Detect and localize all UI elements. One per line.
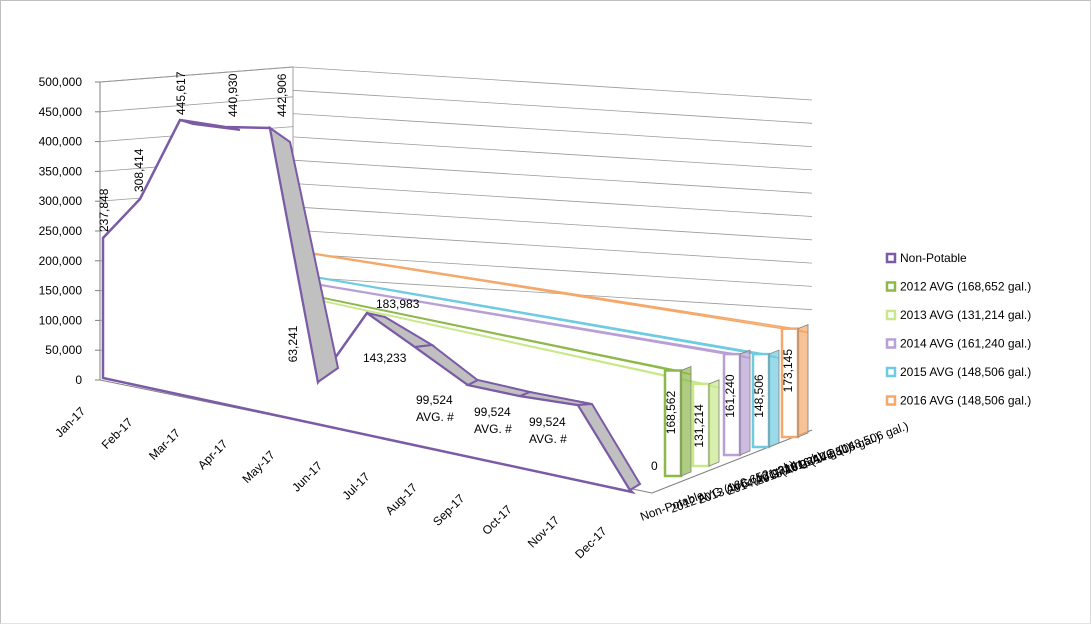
average-wall-side-2 [708, 379, 720, 467]
y-tick-label: 200,000 [39, 254, 83, 268]
x-tick-label: Jan-17 [52, 404, 88, 440]
x-tick-label: Nov-17 [525, 513, 562, 550]
data-label-1: 168,562 [664, 391, 678, 435]
y-tick-label: 450,000 [39, 105, 83, 119]
x-tick-label: Sep-17 [430, 491, 467, 528]
y-tick-label: 250,000 [39, 224, 83, 238]
y-tick-label: 50,000 [45, 343, 82, 357]
data-label-non-potable: 183,983 [376, 297, 420, 311]
x-tick-label: Oct-17 [479, 502, 515, 538]
legend-label: 2015 AVG (148,506 gal.) [900, 365, 1031, 379]
x-tick-label: Dec-17 [572, 524, 609, 561]
x-tick-label: May-17 [240, 448, 278, 486]
data-label-line: AVG. # [529, 432, 567, 446]
x-tick-label: Mar-17 [146, 426, 183, 463]
average-wall-side-4 [768, 349, 780, 448]
grid-side-line [99, 96, 294, 113]
data-label-non-potable: 99,524 AVG. # [416, 393, 454, 424]
data-label-non-potable: 440,930 [226, 73, 240, 117]
data-label-line: AVG. # [416, 410, 454, 424]
x-tick-label: Jun-17 [289, 458, 325, 494]
non-potable-bevel [268, 125, 340, 384]
y-tick-label: 500,000 [39, 75, 83, 89]
grid-back-line [292, 253, 813, 287]
x-tick-label: Jul-17 [340, 469, 373, 502]
data-label-4: 148,506 [752, 374, 766, 418]
data-label-5: 173,145 [781, 349, 795, 393]
data-label-non-potable: 237,848 [97, 188, 111, 232]
grid-back-line [292, 276, 813, 311]
data-label-non-potable: 0 [651, 459, 658, 473]
depth-axis-line [651, 429, 813, 494]
grid-side-line [99, 66, 294, 83]
grid-back-line [292, 183, 813, 217]
data-label-line: AVG. # [474, 422, 512, 436]
data-label-line: 99,524 [529, 415, 566, 429]
x-tick-label: Apr-17 [195, 437, 231, 473]
legend-swatch [885, 395, 897, 406]
data-label-3: 161,240 [723, 374, 737, 418]
y-tick-label: 350,000 [39, 164, 83, 178]
legend-label: 2012 AVG (168,652 gal.) [900, 280, 1031, 294]
x-tick-label: Aug-17 [383, 480, 420, 517]
legend-swatch [885, 338, 897, 349]
non-potable-bevel [576, 402, 642, 492]
average-wall-side-5 [797, 324, 809, 438]
grid-back-line [292, 159, 813, 194]
grid-back-line [292, 229, 813, 264]
legend-swatch [885, 252, 897, 264]
data-label-non-potable: 99,524 AVG. # [474, 405, 512, 436]
y-tick-label: 300,000 [39, 194, 83, 208]
legend-label: 2014 AVG (161,240 gal.) [900, 337, 1031, 351]
data-label-2: 131,214 [692, 404, 706, 448]
legend-label: Non-Potable [900, 251, 967, 265]
y-tick-label: 400,000 [39, 135, 83, 149]
grid-back-line [292, 206, 813, 241]
average-wall-side-3 [739, 349, 751, 456]
data-label-non-potable: 442,906 [275, 73, 289, 117]
y-tick-label: 100,000 [39, 313, 83, 327]
data-label-non-potable: 143,233 [363, 351, 407, 365]
data-label-non-potable: 99,524 AVG. # [529, 415, 567, 446]
grid-back-line [292, 89, 813, 124]
average-wall-side-1 [680, 365, 692, 477]
legend-label: 2016 AVG (148,506 gal.) [900, 394, 1031, 408]
y-tick-label: 150,000 [39, 284, 83, 298]
legend-swatch [885, 366, 897, 378]
y-tick-label: 0 [75, 373, 82, 387]
legend-label: 2013 AVG (131,214 gal.) [900, 308, 1031, 322]
legend-swatch [885, 281, 897, 292]
data-label-line: 99,524 [474, 405, 511, 419]
data-label-line: 99,524 [416, 393, 453, 407]
grid-back-line [292, 136, 813, 171]
data-label-non-potable: 63,241 [286, 325, 300, 362]
data-label-non-potable: 308,414 [132, 148, 146, 192]
grid-back-line [292, 113, 813, 147]
data-label-non-potable: 445,617 [174, 71, 188, 115]
non-potable-bevel [179, 119, 241, 131]
grid-back-line [292, 66, 813, 101]
legend-swatch [885, 309, 897, 321]
x-tick-label: Feb-17 [99, 415, 136, 452]
